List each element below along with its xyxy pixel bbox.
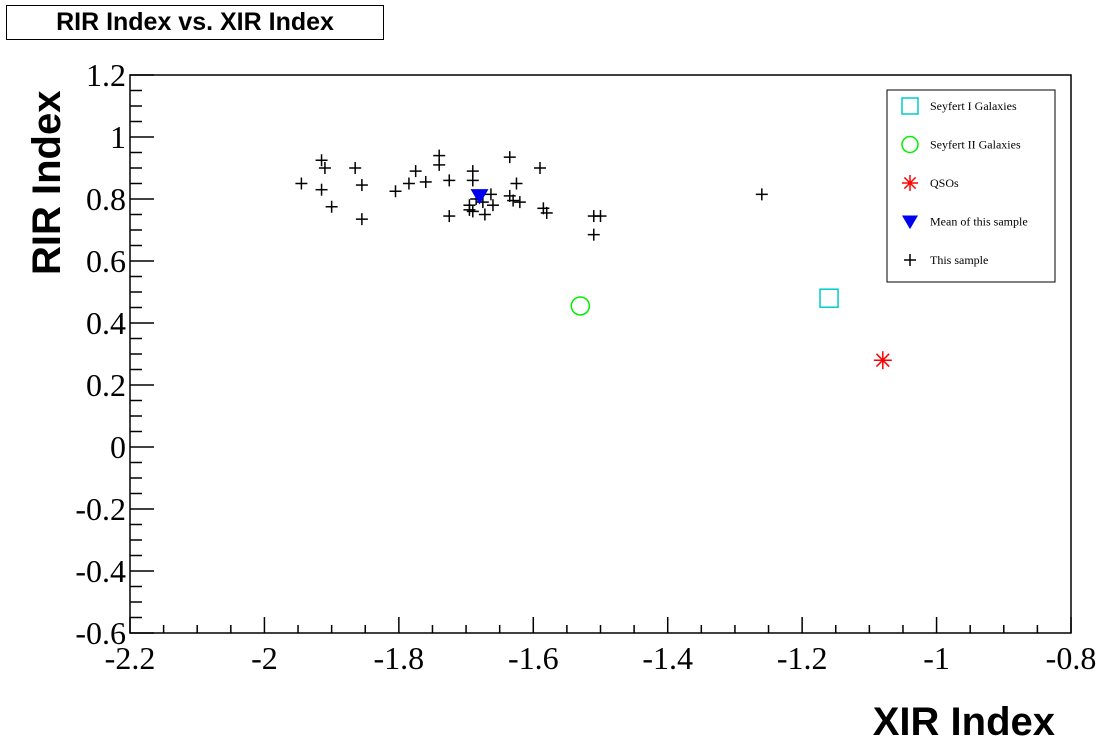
x-tick-label: -2.2 <box>105 640 156 676</box>
legend-label: Seyfert II Galaxies <box>930 138 1021 152</box>
legend-label: QSOs <box>930 176 959 190</box>
y-tick-label: -0.2 <box>75 491 126 527</box>
point-this-sample <box>510 177 523 190</box>
point-this-sample <box>534 162 547 174</box>
x-tick-label: -0.8 <box>1046 640 1097 676</box>
point-this-sample <box>443 174 456 187</box>
x-tick-label: -1.6 <box>508 640 559 676</box>
point-this-sample <box>402 177 415 190</box>
legend-marker-mean-of-this-sample <box>902 215 918 230</box>
point-seyfert-i-galaxies <box>819 288 839 308</box>
legend-label: This sample <box>930 253 988 267</box>
x-tick-label: -2 <box>251 640 278 676</box>
data-points <box>295 149 892 370</box>
y-tick-label: 0.2 <box>86 367 126 403</box>
point-this-sample <box>349 162 362 174</box>
axis-ticks <box>129 74 1072 634</box>
point-this-sample <box>513 196 526 209</box>
point-this-sample <box>318 162 331 174</box>
point-mean-of-this-sample <box>470 189 489 205</box>
y-tick-label: 1 <box>110 119 126 155</box>
legend-marker-this-sample <box>904 254 916 266</box>
point-this-sample <box>295 177 308 190</box>
point-this-sample <box>587 228 600 241</box>
legend-label: Mean of this sample <box>930 215 1028 229</box>
y-tick-label: -0.6 <box>75 615 126 651</box>
point-this-sample <box>325 200 338 213</box>
y-tick-label: -0.4 <box>75 553 126 589</box>
point-this-sample <box>419 175 432 188</box>
point-this-sample <box>466 205 479 218</box>
point-this-sample <box>433 158 446 171</box>
point-this-sample <box>486 199 499 212</box>
point-this-sample <box>755 188 768 201</box>
legend-label: Seyfert I Galaxies <box>930 99 1017 113</box>
point-this-sample <box>484 188 497 201</box>
x-tick-label: -1 <box>923 640 950 676</box>
point-this-sample <box>463 203 476 216</box>
x-tick-label: -1.4 <box>642 640 693 676</box>
point-this-sample <box>443 210 456 223</box>
x-tick-label: -1.2 <box>777 640 828 676</box>
y-tick-label: 1.2 <box>86 57 126 93</box>
point-this-sample <box>594 210 607 223</box>
x-tick-label: -1.8 <box>374 640 425 676</box>
point-qsos <box>873 351 892 370</box>
legend-marker-seyfert-i-galaxies <box>901 97 919 115</box>
point-this-sample <box>315 183 328 196</box>
point-this-sample <box>355 179 368 192</box>
point-this-sample <box>315 154 328 167</box>
legend-marker-qsos <box>902 175 918 191</box>
point-this-sample <box>540 206 553 219</box>
point-this-sample <box>466 174 479 187</box>
chart-title: RIR Index vs. XIR Index <box>6 5 384 40</box>
y-tick-label: 0.4 <box>86 305 126 341</box>
point-this-sample <box>389 185 402 198</box>
point-this-sample <box>478 208 491 221</box>
tick-labels: -2.2 -2 -1.8 -1.6 -1.4 -1.2 -1 -0.8 -0.6 -0.4 -0.2… <box>75 57 1096 676</box>
y-axis-title: RIR Index <box>25 91 69 275</box>
y-tick-label: 0 <box>110 429 126 465</box>
point-this-sample <box>409 165 422 178</box>
point-this-sample <box>355 213 368 226</box>
legend-box <box>886 89 1056 283</box>
x-axis-title: XIR Index <box>873 700 1055 739</box>
point-seyfert-ii-galaxies <box>570 296 591 316</box>
legend-marker-seyfert-ii-galaxies <box>901 135 919 154</box>
point-this-sample <box>507 194 520 207</box>
legend: Seyfert I Galaxies Seyfert II Galaxies QSO… <box>886 89 1056 283</box>
y-tick-label: 0.8 <box>86 181 126 217</box>
y-tick-label: 0.6 <box>86 243 126 279</box>
point-this-sample <box>503 151 516 164</box>
